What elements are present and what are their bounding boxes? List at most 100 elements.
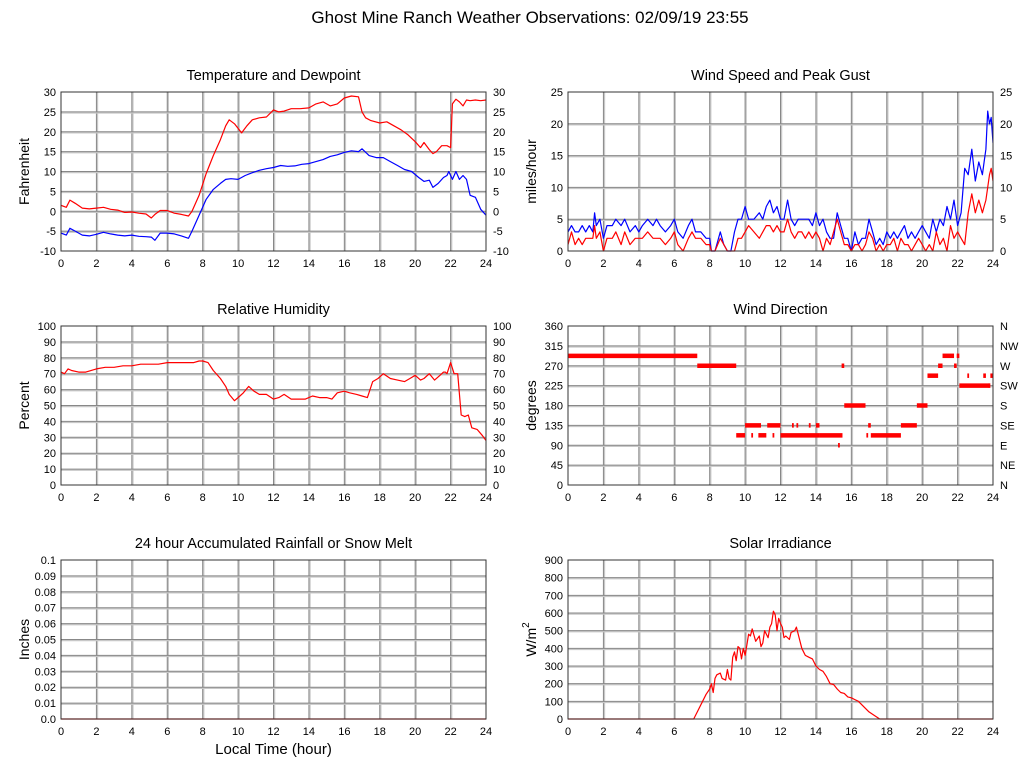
data-point xyxy=(390,378,391,379)
y-axis-label: Fahrenheit xyxy=(16,138,32,205)
x-tick-label: 12 xyxy=(267,258,279,270)
data-point xyxy=(922,225,923,226)
data-point xyxy=(629,231,630,232)
x-tick-label: 16 xyxy=(845,258,857,270)
data-point xyxy=(229,119,230,120)
data-point xyxy=(300,108,301,109)
data-point xyxy=(691,219,692,220)
data-point xyxy=(386,121,387,122)
data-point xyxy=(273,167,274,168)
data-point xyxy=(457,373,458,374)
data-point xyxy=(978,161,979,162)
data-point xyxy=(734,651,735,652)
y-tick-label: 25 xyxy=(551,87,563,99)
data-point xyxy=(647,231,648,232)
x-tick-label: 2 xyxy=(93,258,99,270)
data-point xyxy=(796,627,797,628)
data-point xyxy=(225,125,226,126)
x-tick-label: 2 xyxy=(600,726,606,738)
x-tick-label: 14 xyxy=(810,726,822,738)
right-y-tick-label: N xyxy=(1000,480,1008,492)
data-point xyxy=(220,139,221,140)
data-point xyxy=(124,235,125,236)
data-point xyxy=(415,375,416,376)
data-point xyxy=(151,237,152,238)
data-point xyxy=(964,244,965,245)
x-tick-label: 14 xyxy=(303,258,315,270)
data-point xyxy=(865,244,866,245)
y-tick-label: 500 xyxy=(545,626,563,638)
data-point xyxy=(737,646,738,647)
plot-frame xyxy=(60,325,487,486)
data-point xyxy=(589,225,590,226)
data-point xyxy=(982,212,983,213)
data-point xyxy=(397,165,398,166)
data-point xyxy=(833,238,834,239)
data-point xyxy=(723,244,724,245)
data-point xyxy=(480,209,481,210)
data-point xyxy=(372,381,373,382)
data-point xyxy=(978,200,979,201)
data-point xyxy=(158,364,159,365)
data-point xyxy=(847,238,848,239)
data-point xyxy=(713,692,714,693)
data-point xyxy=(438,183,439,184)
data-point xyxy=(822,671,823,672)
data-point xyxy=(840,231,841,232)
data-point xyxy=(475,197,476,198)
x-tick-label: 4 xyxy=(129,258,135,270)
data-point xyxy=(252,172,253,173)
data-point xyxy=(982,174,983,175)
data-point xyxy=(890,238,891,239)
x-tick-label: 2 xyxy=(93,492,99,504)
right-y-tick-label: 10 xyxy=(493,464,505,476)
data-point xyxy=(743,648,744,649)
data-point xyxy=(234,123,235,124)
data-point xyxy=(423,378,424,379)
x-tick-label: 6 xyxy=(164,726,170,738)
data-point xyxy=(729,678,730,679)
x-tick-label: 2 xyxy=(600,258,606,270)
data-point xyxy=(464,416,465,417)
data-point xyxy=(961,238,962,239)
x-tick-label: 10 xyxy=(739,258,751,270)
data-point xyxy=(280,165,281,166)
data-point xyxy=(291,108,292,109)
x-tick-label: 24 xyxy=(987,726,999,738)
data-point xyxy=(971,193,972,194)
data-point xyxy=(759,212,760,213)
data-point xyxy=(769,627,770,628)
data-point xyxy=(700,231,701,232)
right-y-tick-label: 10 xyxy=(493,167,505,179)
data-point xyxy=(298,399,299,400)
x-tick-label: 8 xyxy=(200,726,206,738)
data-point xyxy=(615,219,616,220)
data-point xyxy=(950,219,951,220)
data-point xyxy=(589,238,590,239)
x-tick-label: 20 xyxy=(916,258,928,270)
right-y-tick-label: 25 xyxy=(1000,87,1012,99)
data-point xyxy=(808,219,809,220)
data-point xyxy=(833,231,834,232)
right-y-tick-label: 90 xyxy=(493,337,505,349)
x-tick-label: 8 xyxy=(200,258,206,270)
data-point xyxy=(837,212,838,213)
data-point xyxy=(599,231,600,232)
x-tick-label: 24 xyxy=(987,492,999,504)
data-point xyxy=(411,171,412,172)
data-point xyxy=(964,168,965,169)
data-point xyxy=(234,400,235,401)
data-point xyxy=(886,244,887,245)
data-point xyxy=(110,233,111,234)
data-point xyxy=(238,179,239,180)
data-point xyxy=(131,365,132,366)
data-point xyxy=(861,704,862,705)
data-point xyxy=(826,238,827,239)
data-point xyxy=(798,231,799,232)
right-y-tick-label: 20 xyxy=(1000,119,1012,131)
data-point xyxy=(776,206,777,207)
data-point xyxy=(755,641,756,642)
y-tick-label: 225 xyxy=(545,381,563,393)
data-point xyxy=(420,380,421,381)
data-point xyxy=(737,238,738,239)
